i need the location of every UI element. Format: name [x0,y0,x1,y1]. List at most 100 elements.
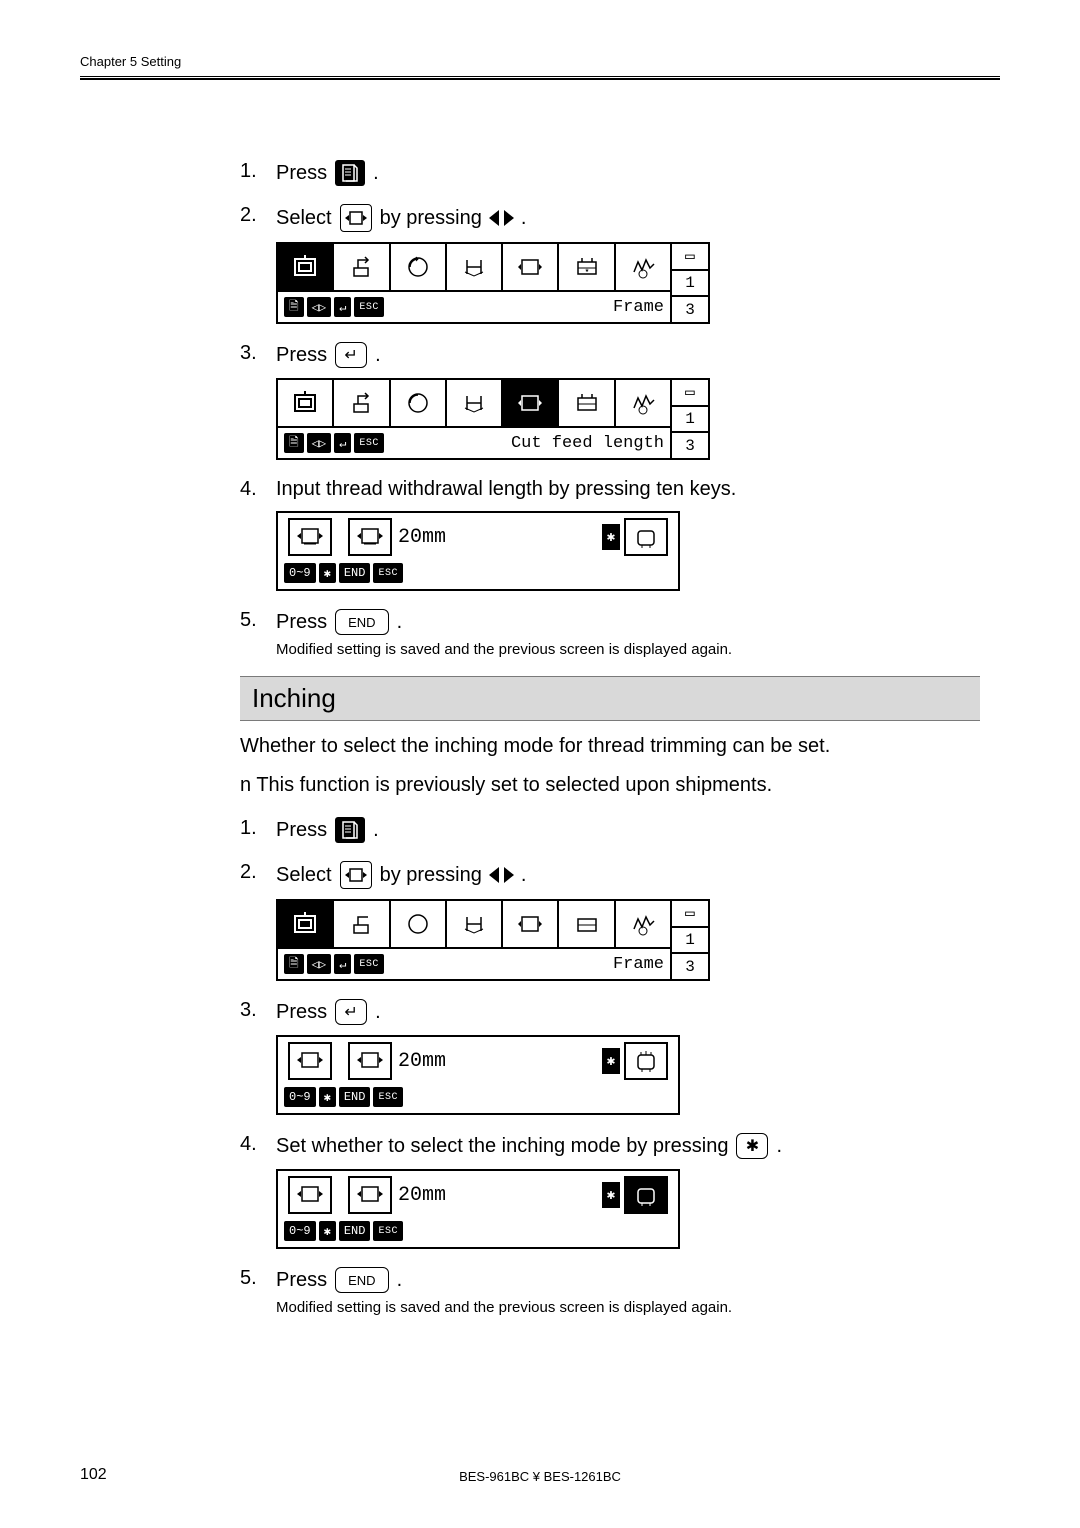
stepB1: 1. Press . [240,817,980,843]
lcd-20mm-b: 20mm ✱ 0~9 ✱ END ESC [276,1035,680,1115]
stepB5-note: Modified setting is saved and the previo… [276,1299,980,1316]
stepB4-text: Set whether to select the inching mode b… [276,1135,728,1158]
period: . [373,162,379,185]
inching-intro: Whether to select the inching mode for t… [240,735,980,758]
lcd-icon-6 [559,380,615,426]
feed-frame-icon [348,1042,392,1080]
chip-lr-icon: ◁▷ [307,433,331,453]
stepA1-num: 1. [240,160,276,183]
chip-09: 0~9 [284,1221,316,1241]
lcd-icon-3 [391,901,447,947]
chip-end: END [339,1221,371,1241]
lcd-frame-panel: ★ 🗎 ◁▷ ↵ ESC Frame [276,242,710,324]
feed-frame-icon [340,204,372,232]
stepA4-num: 4. [240,478,276,501]
side-top: ▭ [672,244,708,271]
chip-doc-icon: 🗎 [284,954,304,974]
lcd-side-col: ▭ 1 3 [670,244,708,322]
chip-enter-icon: ↵ [334,954,351,974]
value-text: 20mm [398,1050,446,1073]
inching-note-n: n This function is previously set to sel… [240,774,980,797]
left-right-icon [489,867,514,883]
press-label: Press [276,1001,327,1024]
lcd-icon-4 [447,244,503,290]
period: . [521,864,527,887]
lcd-icon-4 [447,901,503,947]
lcd-icon-2 [334,380,390,426]
lcd-side-col: ▭ 1 3 [670,380,708,458]
lcd-frame-panel-b: 🗎 ◁▷ ↵ ESC Frame ▭ 1 3 [276,899,710,981]
stepA4: 4. Input thread withdrawal length by pre… [240,478,980,591]
lcd-icon-4 [447,380,503,426]
lcd-icon-2 [334,244,390,290]
running-header: Chapter 5 Setting [80,54,1000,69]
value-group: 20mm [348,518,446,556]
chip-star: ✱ [319,1087,336,1107]
lcd-icon-7 [616,380,670,426]
chip-esc: ESC [373,1221,403,1241]
stepA5-num: 5. [240,609,276,632]
feed-frame-icon [348,1176,392,1214]
feed-frame-icon [340,861,372,889]
press-label: Press [276,1269,327,1292]
stepA5: 5. Press END . Modified setting is saved… [240,609,980,658]
star-icon: ✱ [602,524,620,550]
chip-lr-icon: ◁▷ [307,954,331,974]
chip-enter-icon: ↵ [334,433,351,453]
end-key: END [335,1267,388,1293]
lcd-status-text: Frame [613,955,664,974]
side-top: ▭ [672,380,708,407]
enter-key-icon: ↵ [335,342,367,368]
press-label: Press [276,162,327,185]
select-label: Select [276,864,332,887]
side-bot: 3 [672,954,708,979]
chip-09: 0~9 [284,1087,316,1107]
lcd-icon-5 [503,244,559,290]
press-label: Press [276,611,327,634]
section-inching-head: Inching [240,676,980,721]
stepA1: 1. Press . [240,160,980,186]
stepA1-body: Press . [276,160,980,186]
period: . [521,207,527,230]
lcd-icon-5 [503,380,559,426]
chip-esc: ESC [373,1087,403,1107]
page: Chapter 5 Setting 1. Press . 2. [0,0,1080,1528]
chip-end: END [339,563,371,583]
feed-frame-icon [288,1176,332,1214]
press-label: Press [276,819,327,842]
period: . [776,1135,782,1158]
lcd-icon-3 [391,244,447,290]
lcd-icon-3 [391,380,447,426]
stepA4-text: Input thread withdrawal length by pressi… [276,478,736,501]
feed-frame-icon [288,518,332,556]
chip-esc-icon: ESC [354,297,384,317]
stepA5-note: Modified setting is saved and the previo… [276,641,980,658]
lcd-icon-1 [278,901,334,947]
lcd-status-text: Frame [613,298,664,317]
stepA5-body: Press END . Modified setting is saved an… [276,609,980,658]
star-icon: ✱ [602,1048,620,1074]
left-right-icon [489,210,514,226]
stepA3-body: Press ↵ . [276,342,980,460]
stepA4-body: Input thread withdrawal length by pressi… [276,478,980,591]
select-label: Select [276,207,332,230]
header-rule [80,78,1000,80]
doc-icon [335,817,365,843]
value-text: 20mm [398,526,446,549]
lcd-20mm-a: 20mm ✱ 0~9 ✱ END ESC [276,511,680,591]
header-rule-thin [80,76,1000,77]
chip-doc-icon: 🗎 [284,297,304,317]
lcd-icon-row: ★ [278,244,670,292]
lcd-cutfeed-panel: 🗎 ◁▷ ↵ ESC Cut feed length ▭ 1 3 [276,378,710,460]
chapter-title: Chapter 5 Setting [80,54,181,69]
chip-esc: ESC [373,563,403,583]
chip-esc-icon: ESC [354,954,384,974]
period: . [373,819,379,842]
stepB5: 5. Press END . Modified setting is saved… [240,1267,980,1316]
star-icon: ✱ [602,1182,620,1208]
stepB3: 3. Press ↵ . 20mm ✱ [240,999,980,1115]
lcd-status-text: Cut feed length [511,434,664,453]
by-pressing-label: by pressing [380,864,482,887]
stepA2: 2. Select by pressing . [240,204,980,324]
content: 1. Press . 2. Select [240,160,980,1334]
